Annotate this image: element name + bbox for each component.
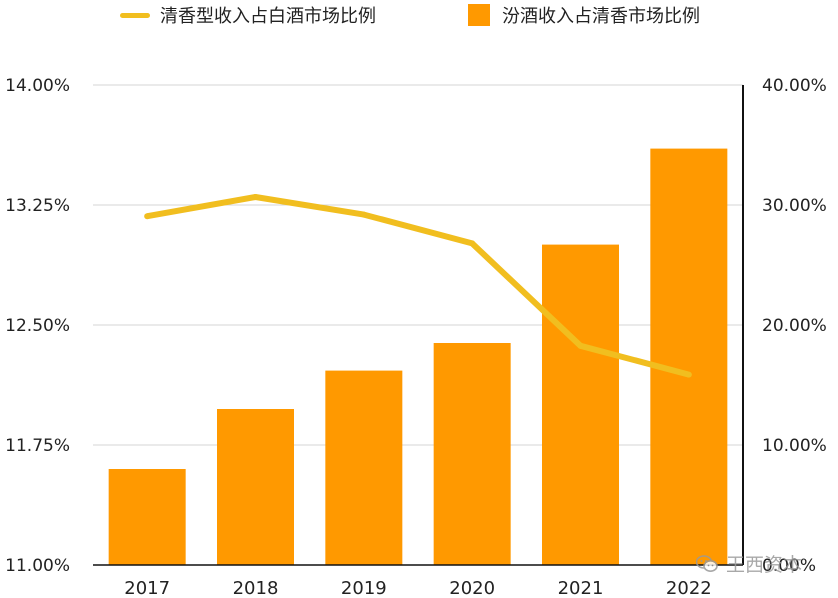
- watermark: 王西资本: [696, 550, 802, 577]
- x-axis-tick-label: 2022: [666, 578, 712, 598]
- x-axis-tick-label: 2018: [233, 578, 279, 598]
- x-axis-tick-label: 2019: [341, 578, 387, 598]
- line-point-2022: [685, 371, 692, 378]
- wechat-icon: [696, 554, 718, 572]
- left-axis-tick-label: 11.00%: [5, 556, 70, 576]
- left-axis-tick-label: 13.25%: [5, 196, 70, 216]
- right-axis-tick-label: 40.00%: [762, 76, 827, 96]
- left-axis-tick-label: 11.75%: [5, 436, 70, 456]
- x-axis-tick-label: 2017: [124, 578, 170, 598]
- legend-bar-entry: 汾酒收入占清香市场比例: [468, 2, 700, 28]
- legend-line-entry: 清香型收入占白酒市场比例: [120, 2, 376, 28]
- bar-2022: [650, 148, 728, 565]
- legend-line-swatch: [120, 12, 150, 18]
- right-axis-tick-label: 30.00%: [762, 196, 827, 216]
- right-axis-tick-label: 0.00%: [762, 556, 816, 576]
- left-axis-tick-label: 14.00%: [5, 76, 70, 96]
- legend-bar-swatch: [468, 4, 490, 26]
- bar-2018: [217, 409, 294, 565]
- bar-2020: [433, 343, 511, 565]
- x-axis-tick-label: 2020: [449, 578, 495, 598]
- line-series-path: [146, 194, 690, 378]
- left-axis-tick-label: 12.50%: [5, 316, 70, 336]
- bar-2017: [108, 469, 186, 565]
- line-point-2020: [469, 240, 476, 247]
- line-point-2019: [360, 211, 367, 218]
- legend-bar-label: 汾酒收入占清香市场比例: [502, 6, 700, 27]
- watermark-text: 王西资本: [726, 554, 803, 576]
- right-axis-tick-label: 10.00%: [762, 436, 827, 456]
- line-point-2021: [577, 342, 584, 349]
- right-axis-tick-label: 20.00%: [762, 316, 827, 336]
- bar-2021: [542, 244, 619, 565]
- line-point-2018: [252, 194, 259, 200]
- legend-line-label: 清香型收入占白酒市场比例: [160, 6, 376, 27]
- bar-2019: [325, 370, 403, 565]
- x-axis-tick-label: 2021: [558, 578, 604, 598]
- line-point-2017: [144, 213, 151, 220]
